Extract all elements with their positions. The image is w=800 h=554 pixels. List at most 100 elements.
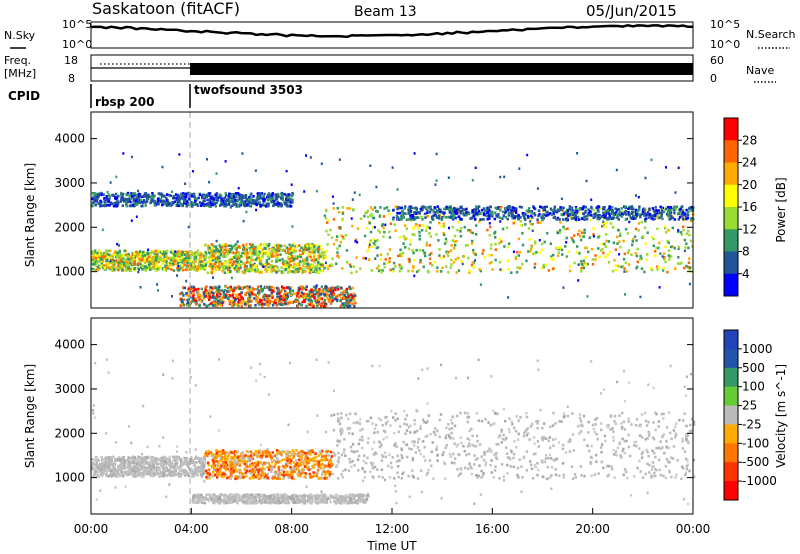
range-cell bbox=[681, 211, 685, 214]
range-cell bbox=[366, 249, 369, 253]
range-cell bbox=[291, 270, 294, 273]
range-cell bbox=[101, 204, 105, 208]
range-cell bbox=[121, 261, 124, 264]
range-cell bbox=[263, 303, 267, 306]
range-cell bbox=[562, 286, 565, 289]
range-cell bbox=[560, 206, 564, 210]
range-cell bbox=[326, 243, 329, 246]
range-cell bbox=[267, 251, 270, 255]
range-cell bbox=[594, 258, 597, 261]
range-cell bbox=[321, 248, 324, 251]
range-cell bbox=[452, 216, 455, 220]
range-cell bbox=[429, 208, 432, 211]
range-cell bbox=[265, 262, 269, 266]
range-cell bbox=[328, 298, 331, 301]
range-cell bbox=[242, 219, 245, 223]
range-cell bbox=[117, 259, 120, 262]
range-cell bbox=[288, 289, 292, 293]
colorbar-tick-label: 28 bbox=[742, 133, 757, 147]
range-cell bbox=[141, 465, 144, 469]
range-cell bbox=[291, 255, 294, 258]
range-cell bbox=[305, 285, 308, 288]
range-cell bbox=[499, 220, 502, 223]
range-cell bbox=[435, 152, 438, 156]
colorbar-swatch bbox=[724, 273, 738, 297]
range-cell bbox=[381, 269, 384, 272]
range-cell bbox=[639, 215, 642, 219]
range-cell bbox=[137, 192, 141, 196]
range-cell bbox=[158, 265, 161, 269]
range-cell bbox=[149, 200, 153, 204]
range-cell bbox=[578, 218, 581, 221]
range-cell bbox=[298, 249, 301, 252]
range-cell bbox=[259, 194, 262, 198]
range-cell bbox=[258, 201, 262, 204]
range-cell bbox=[318, 253, 321, 256]
range-cell bbox=[623, 252, 626, 256]
range-cell bbox=[531, 222, 534, 226]
range-cell bbox=[494, 230, 497, 234]
range-cell bbox=[521, 232, 524, 235]
range-cell bbox=[238, 246, 242, 250]
range-cell bbox=[211, 254, 215, 257]
range-cell bbox=[186, 465, 190, 468]
range-cell bbox=[249, 269, 253, 272]
range-cell bbox=[129, 255, 133, 259]
range-cell bbox=[263, 242, 266, 246]
range-cell bbox=[467, 212, 470, 216]
range-cell bbox=[127, 197, 131, 201]
range-cell bbox=[530, 214, 533, 218]
range-cell bbox=[454, 210, 457, 214]
range-cell bbox=[107, 199, 111, 203]
range-cell bbox=[180, 257, 183, 261]
range-cell bbox=[490, 253, 493, 257]
range-cell bbox=[160, 195, 164, 198]
range-cell bbox=[509, 208, 512, 212]
range-cell bbox=[386, 261, 389, 265]
range-cell bbox=[261, 248, 264, 252]
range-cell bbox=[167, 457, 170, 461]
range-cell bbox=[646, 253, 649, 256]
range-cell bbox=[618, 212, 621, 215]
noise-trace bbox=[90, 24, 694, 39]
range-cell bbox=[159, 257, 162, 260]
range-cell bbox=[612, 212, 616, 215]
range-cell bbox=[236, 267, 239, 271]
range-cell bbox=[624, 261, 628, 264]
range-cell bbox=[91, 204, 94, 208]
range-cell bbox=[99, 265, 102, 268]
range-cell bbox=[482, 218, 485, 221]
range-cell bbox=[585, 214, 589, 218]
range-cell bbox=[127, 456, 130, 459]
range-cell bbox=[123, 472, 126, 476]
range-cell bbox=[290, 300, 294, 304]
range-cell bbox=[455, 239, 458, 243]
range-cell bbox=[544, 214, 548, 217]
range-cell bbox=[626, 232, 629, 235]
range-cell bbox=[113, 463, 117, 466]
range-cell bbox=[218, 256, 221, 260]
range-cell bbox=[121, 196, 124, 199]
range-cell bbox=[135, 193, 139, 197]
range-cell bbox=[213, 295, 216, 299]
colorbar-tick-label: 8 bbox=[742, 245, 750, 259]
range-cell bbox=[471, 239, 474, 243]
range-cell bbox=[521, 212, 524, 215]
range-cell bbox=[92, 250, 95, 254]
range-cell bbox=[310, 259, 313, 262]
range-cell bbox=[596, 213, 599, 217]
range-cell bbox=[676, 212, 680, 216]
range-cell bbox=[199, 461, 202, 465]
range-cell bbox=[210, 202, 213, 206]
range-cell bbox=[156, 265, 159, 269]
range-cell bbox=[159, 250, 162, 254]
range-cell bbox=[604, 245, 607, 248]
range-cell bbox=[221, 254, 224, 258]
range-cell bbox=[677, 247, 680, 251]
range-cell bbox=[408, 205, 411, 209]
range-cell bbox=[135, 470, 139, 474]
range-cell bbox=[117, 263, 120, 267]
range-cell bbox=[427, 271, 430, 274]
range-cell bbox=[460, 227, 463, 230]
range-cell bbox=[225, 194, 228, 197]
